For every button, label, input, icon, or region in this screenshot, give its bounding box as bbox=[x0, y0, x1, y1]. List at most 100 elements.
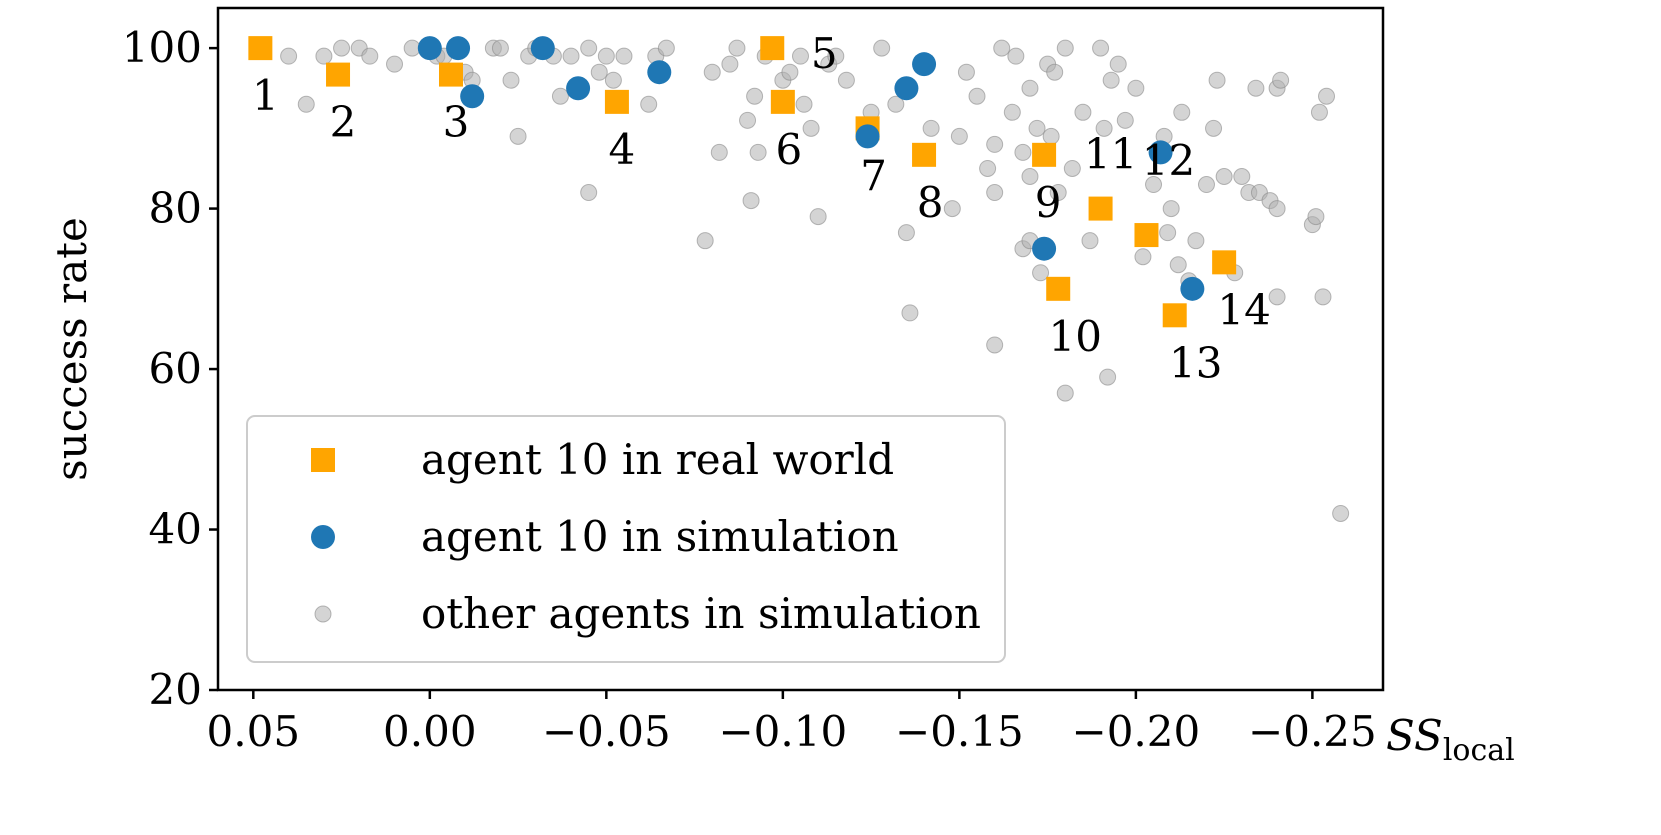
other-agent-point bbox=[1021, 167, 1039, 185]
other-agent-point bbox=[986, 336, 1004, 354]
y-tick-label: 60 bbox=[149, 344, 202, 393]
other-agent-point bbox=[509, 127, 527, 145]
plot-frame bbox=[216, 6, 1385, 692]
simulation-point bbox=[647, 60, 672, 85]
axes-layer: 0.05 0.00 −0.05 −0.10 −0.15 −0.20 −0.25 20 40 60 8… bbox=[47, 6, 1515, 768]
legend-other-agents-label: other agents in simulation bbox=[421, 589, 981, 638]
y-tick-label: 100 bbox=[122, 23, 202, 72]
legend-box bbox=[246, 415, 1006, 663]
other-agent-point bbox=[1095, 119, 1113, 137]
real-world-point bbox=[1088, 196, 1113, 221]
other-agent-point bbox=[640, 95, 658, 113]
point-label: 13 bbox=[1169, 338, 1222, 387]
other-agent-point bbox=[792, 47, 809, 65]
legend-simulation-marker bbox=[311, 525, 335, 549]
other-agent-point bbox=[1074, 103, 1092, 121]
other-agent-point bbox=[1049, 184, 1067, 202]
other-agent-point bbox=[993, 39, 1011, 57]
other-agent-point bbox=[491, 39, 509, 57]
other-agent-point bbox=[280, 47, 298, 65]
point-label: 2 bbox=[330, 98, 357, 147]
point-label: 4 bbox=[609, 125, 636, 174]
point-label: 12 bbox=[1142, 136, 1195, 185]
x-tick-label: 0.00 bbox=[383, 707, 477, 756]
simulation-point bbox=[1148, 140, 1173, 165]
other-agent-point bbox=[957, 63, 975, 81]
point-label: 7 bbox=[860, 151, 887, 200]
other-agent-point bbox=[1102, 71, 1120, 89]
other-agent-point bbox=[781, 63, 799, 81]
simulation-point bbox=[1180, 276, 1205, 301]
simulation-point bbox=[1032, 236, 1057, 261]
real-world-point bbox=[1162, 303, 1187, 328]
other-agent-point bbox=[1116, 111, 1134, 129]
other-agent-point bbox=[1099, 368, 1117, 386]
other-agent-point bbox=[1042, 127, 1060, 145]
simulation-point bbox=[855, 124, 880, 149]
other-agent-point bbox=[1318, 87, 1336, 105]
other-agent-point bbox=[1109, 55, 1127, 73]
other-agent-point bbox=[580, 39, 598, 57]
real-world-point bbox=[326, 62, 351, 87]
other-agent-point bbox=[968, 87, 986, 105]
other-agent-point bbox=[728, 39, 746, 57]
point-label: 10 bbox=[1048, 312, 1101, 361]
legend-real-world-marker bbox=[311, 448, 335, 472]
other-agent-point bbox=[1028, 119, 1046, 137]
other-agent-point bbox=[1032, 264, 1050, 282]
other-agent-point bbox=[1162, 200, 1180, 218]
other-agent-point bbox=[1081, 232, 1099, 250]
point-label: 14 bbox=[1217, 285, 1270, 334]
x-tick-label: −0.10 bbox=[718, 707, 847, 756]
real-world-point bbox=[912, 142, 937, 167]
other-agent-point bbox=[742, 192, 760, 210]
real-world-point bbox=[760, 36, 785, 61]
other-agent-point bbox=[986, 135, 1004, 153]
other-agent-point bbox=[297, 95, 315, 113]
other-agent-point bbox=[1046, 63, 1064, 81]
y-tick-label: 20 bbox=[149, 665, 202, 714]
other-agent-point bbox=[1159, 224, 1177, 242]
other-agent-point bbox=[1272, 71, 1290, 89]
other-agent-point bbox=[1233, 167, 1251, 185]
x-tick-label: −0.05 bbox=[542, 707, 671, 756]
other-agent-point bbox=[580, 184, 598, 202]
simulation-point bbox=[460, 84, 485, 109]
other-agent-point bbox=[1310, 103, 1328, 121]
other-agent-point bbox=[403, 39, 421, 57]
other-agent-point bbox=[1173, 103, 1191, 121]
other-agent-point bbox=[901, 304, 919, 322]
other-agent-point bbox=[710, 143, 728, 161]
point-label: 8 bbox=[917, 178, 944, 227]
other-agent-point bbox=[1056, 39, 1074, 57]
simulation-point bbox=[894, 76, 919, 101]
point-label: 5 bbox=[811, 29, 838, 78]
other-agent-point bbox=[1268, 288, 1286, 306]
other-agent-point bbox=[590, 63, 608, 81]
real-world-point bbox=[1046, 276, 1071, 301]
real-world-points bbox=[248, 36, 1237, 328]
y-tick-label: 40 bbox=[149, 505, 202, 554]
other-agent-point bbox=[1187, 232, 1205, 250]
point-label: 9 bbox=[1035, 178, 1062, 227]
simulation-points bbox=[417, 36, 1205, 301]
other-agent-point bbox=[809, 208, 827, 226]
other-agent-point bbox=[721, 55, 739, 73]
other-agent-point bbox=[950, 127, 968, 145]
other-agent-point bbox=[986, 184, 1004, 202]
real-world-point bbox=[1032, 142, 1057, 167]
legend-real-world-label: agent 10 in real world bbox=[421, 435, 894, 484]
other-agent-point bbox=[1145, 176, 1163, 194]
other-agent-point bbox=[361, 47, 379, 65]
other-agent-point bbox=[386, 55, 404, 73]
other-agent-point bbox=[1215, 167, 1233, 185]
simulation-point bbox=[566, 76, 591, 101]
other-agent-point bbox=[1014, 143, 1032, 161]
other-agent-point bbox=[739, 111, 757, 129]
real-world-point bbox=[439, 62, 463, 87]
other-agent-point bbox=[922, 119, 940, 137]
x-axis-label: SSlocal bbox=[1386, 711, 1515, 768]
point-label: 1 bbox=[252, 71, 279, 120]
other-agent-point bbox=[562, 47, 580, 65]
